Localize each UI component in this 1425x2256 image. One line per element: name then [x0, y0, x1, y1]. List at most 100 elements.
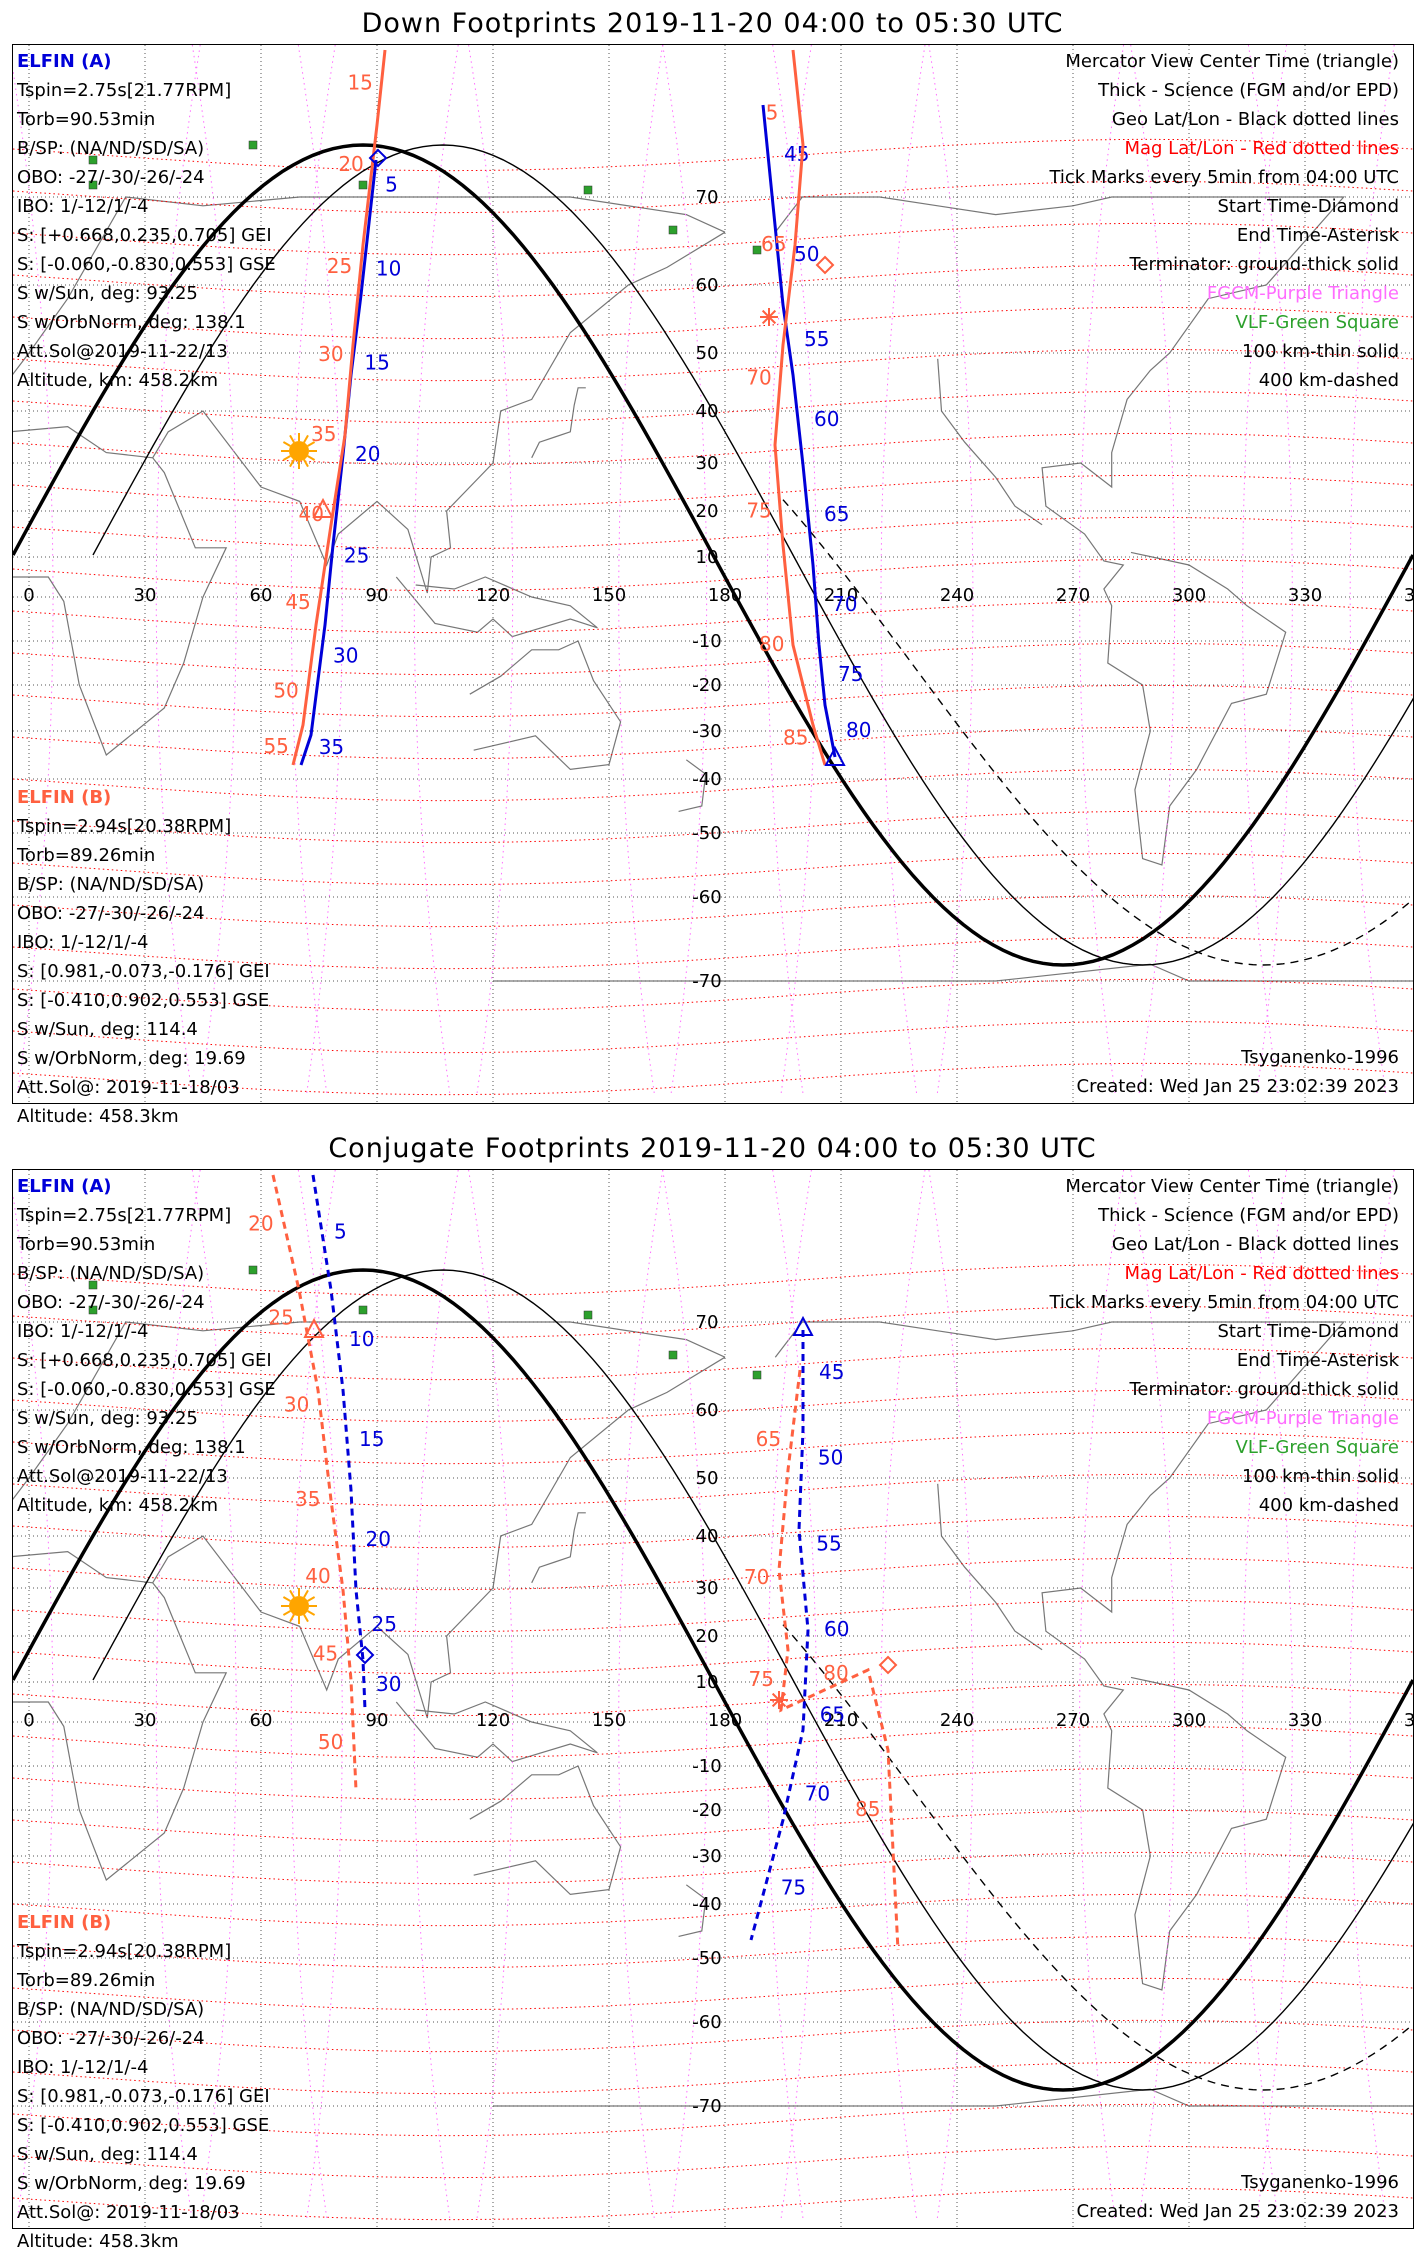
vlf-square [358, 180, 368, 190]
coastline [469, 640, 622, 771]
mag-lon-line [772, 1170, 818, 2221]
mag-lon-line [928, 45, 974, 1096]
start-diamond-a [355, 1645, 375, 1665]
legend-item: Mercator View Center Time (triangle) [1065, 1176, 1399, 1197]
map-canvas: 0306090120150180210240270300330360706050… [13, 1170, 1413, 2228]
vlf-square [583, 185, 593, 195]
mag-lon-line [766, 45, 812, 1096]
lon-tick-labels: 0 30 60 90 120 150 180 210 240 270 300 330 360 [23, 585, 1413, 606]
track-tick-label: 85 [855, 1797, 880, 1821]
elfin-a-info: ELFIN (A) Tspin=2.75s[21.77RPM] Torb=90.53… [17, 1172, 276, 1520]
elfin-a-line: Torb=90.53min [17, 109, 156, 130]
lon-tick-label: 90 [366, 585, 389, 606]
track-tick-label: 35 [319, 735, 344, 759]
panel-title: Down Footprints 2019-11-20 04:00 to 05:3… [361, 8, 1064, 39]
asterisk-stroke [771, 1692, 787, 1708]
legend-item: 400 km-dashed [1258, 370, 1399, 391]
lat-tick-label: 70 [696, 187, 719, 208]
legend: Mercator View Center Time (triangle) Thic… [1049, 47, 1399, 395]
elfin-b-line: S w/OrbNorm, deg: 19.69 [17, 1048, 246, 1069]
center-triangle-b [312, 497, 334, 518]
track-tick-label: 65 [756, 1427, 781, 1451]
lat-tick-label: -20 [692, 1800, 721, 1821]
mag-lon-line [1079, 45, 1125, 1096]
track-tick-label: 25 [327, 254, 352, 278]
lat-tick-label: 40 [696, 1526, 719, 1547]
sun-ray [307, 1596, 316, 1602]
coastline [395, 1701, 598, 1763]
elfin-b-line: OBO: -27/-30/-26/-24 [17, 2028, 205, 2049]
elfin-b-line: S: [-0.410,0.902,0.553] GSE [17, 2115, 270, 2136]
vlf-square [583, 1310, 593, 1320]
track-tick-label: 50 [818, 1446, 843, 1470]
sun-ray [282, 455, 291, 461]
lon-tick-label: 90 [366, 1710, 389, 1731]
lat-tick-label: -50 [692, 823, 721, 844]
legend-item: Geo Lat/Lon - Black dotted lines [1111, 1234, 1399, 1255]
coastline [774, 196, 1346, 866]
track-tick-label: 65 [761, 232, 786, 256]
mag-lon-line [618, 45, 664, 1096]
sun-ray [289, 1614, 295, 1623]
elfin-a-line: IBO: 1/-12/1/-4 [17, 196, 149, 217]
coastline [678, 759, 707, 812]
mag-lon-line [1079, 1170, 1125, 2221]
track-tick-label: 30 [376, 1672, 401, 1696]
legend-item: Tick Marks every 5min from 04:00 UTC [1049, 1292, 1399, 1313]
sun-icon [281, 433, 317, 469]
lat-tick-label: 60 [696, 275, 719, 296]
vlf-square [88, 1305, 98, 1315]
vlf-square [668, 225, 678, 235]
track-tick-label: 55 [816, 1531, 841, 1555]
track-tick-label: 65 [820, 1703, 845, 1727]
elfin-b-info: ELFIN (B) Tspin=2.94s[20.38RPM] Torb=89.26… [17, 1908, 270, 2256]
lon-tick-label: 360 [1404, 585, 1413, 606]
footprint-line [311, 1174, 367, 1711]
vlf-square [248, 140, 258, 150]
sun-ray [282, 441, 291, 447]
sun-ray [303, 1589, 309, 1598]
elfin-b-title: ELFIN (B) [17, 787, 112, 808]
map-frame: 0306090120150180210240270300330360706050… [12, 44, 1414, 1127]
legend-item: Tick Marks every 5min from 04:00 UTC [1049, 167, 1399, 188]
track-tick-label: 75 [746, 499, 771, 523]
legend-item: 100 km-thin solid [1242, 341, 1399, 362]
mag-lon-line [618, 1170, 664, 2221]
terminator-100km [92, 144, 1413, 966]
terminator-ground [13, 1268, 1413, 2092]
track-b2: 5 65 70 75 80 85 [746, 49, 827, 766]
lon-tick-label: 60 [250, 1710, 273, 1731]
sun-ray [289, 434, 295, 443]
lat-tick-label: -50 [692, 1948, 721, 1969]
track-tick-label: 30 [333, 643, 358, 667]
coastline [678, 1884, 707, 1937]
track-tick-label: 75 [838, 662, 863, 686]
legend-item: VLF-Green Square [1235, 312, 1399, 333]
elfin-a-line: Altitude, km: 458.2km [17, 370, 219, 391]
track-tick-label: 45 [819, 1360, 844, 1384]
lat-tick-label: -30 [692, 1846, 721, 1867]
lat-tick-labels: 70 60 50 40 30 20 10 -10 -20 -30 -40 -50 -60 -70 [692, 187, 721, 992]
track-tick-label: 15 [359, 1427, 384, 1451]
map-canvas: 0306090120150180210240270300330360706050… [13, 45, 1413, 1103]
track-tick-label: 15 [347, 70, 372, 94]
sun-disc [289, 441, 309, 461]
lat-tick-label: -30 [692, 721, 721, 742]
terminators [13, 143, 1413, 967]
elfin-a-line: S w/Sun, deg: 93.25 [17, 283, 198, 304]
mag-lon-line [766, 1170, 812, 2221]
end-asterisk-b [760, 308, 778, 326]
vlf-square [668, 1350, 678, 1360]
lat-tick-label: -10 [692, 631, 721, 652]
track-tick-label: 35 [295, 1487, 320, 1511]
mag-grid [13, 1170, 1413, 2221]
elfin-b-line: S: [0.981,-0.073,-0.176] GEI [17, 961, 270, 982]
panel-conjugate: Conjugate Footprints 2019-11-20 04:00 to… [0, 1125, 1425, 2252]
track-tick-label: 75 [781, 1876, 806, 1900]
coastline [531, 387, 586, 459]
sun-ray [289, 1589, 295, 1598]
mag-lat-line [13, 1641, 1413, 1675]
sun-ray [307, 455, 316, 461]
track-tick-label: 10 [376, 256, 401, 280]
legend-item: End Time-Asterisk [1236, 1350, 1399, 1371]
